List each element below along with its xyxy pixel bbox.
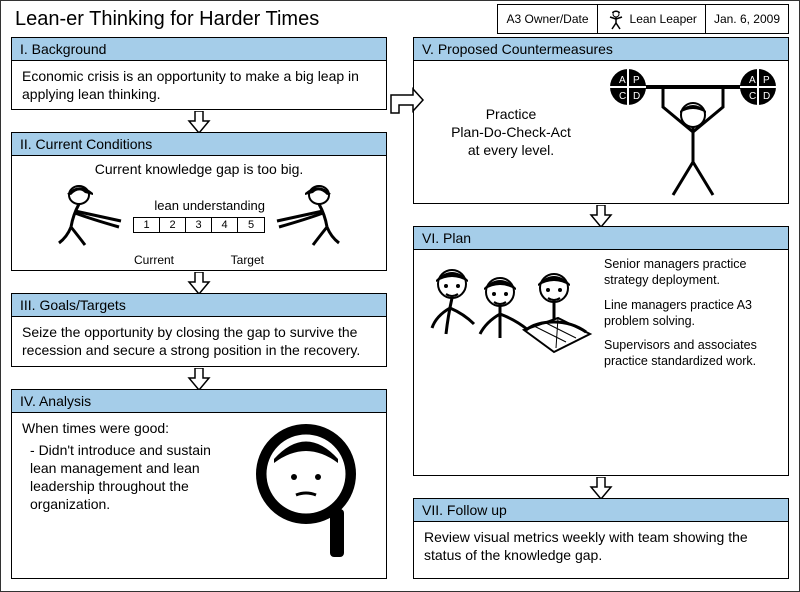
arrow-2-3 [11, 272, 387, 294]
plan-p3: Supervisors and associates practice stan… [604, 337, 778, 370]
ruler-target-label: Target [231, 253, 264, 269]
panel-analysis-header: IV. Analysis [12, 390, 386, 413]
pdca-c2: C [749, 91, 756, 102]
panel-current-conditions-body: Current knowledge gap is too big. lean u… [12, 156, 386, 270]
lean-leaper-icon [606, 8, 626, 30]
meta-date: Jan. 6, 2009 [705, 4, 789, 34]
panel-background-header: I. Background [12, 38, 386, 61]
meta-owner-label: A3 Owner/Date [497, 4, 597, 34]
cm-line3: at every level. [424, 141, 598, 159]
ruler-tick-3: 3 [186, 218, 212, 232]
arrow-1-2 [11, 111, 387, 133]
meta-owner-name: Lean Leaper [597, 4, 706, 34]
cm-line2: Plan-Do-Check-Act [424, 123, 598, 141]
pdca-p: P [633, 75, 640, 86]
meta-boxes: A3 Owner/Date Lean Leaper Jan. 6, 2009 [497, 4, 789, 34]
pdca-p2: P [763, 75, 770, 86]
panel-followup-body: Review visual metrics weekly with team s… [414, 522, 788, 578]
ruler-tick-1: 1 [134, 218, 160, 232]
panel-current-conditions: II. Current Conditions Current knowledge… [11, 132, 387, 271]
panel-countermeasures: V. Proposed Countermeasures Practice Pla… [413, 37, 789, 204]
plan-p1: Senior managers practice strategy deploy… [604, 256, 778, 289]
left-column: I. Background Economic crisis is an oppo… [11, 37, 387, 581]
panel-goals-body: Seize the opportunity by closing the gap… [12, 317, 386, 365]
panel-plan-body: Senior managers practice strategy deploy… [414, 250, 788, 402]
analysis-lead: When times were good: [22, 419, 238, 437]
panel-plan: VI. Plan [413, 226, 789, 476]
panel-plan-header: VI. Plan [414, 227, 788, 250]
cm-line1: Practice [424, 105, 598, 123]
knowledge-gap-title: Current knowledge gap is too big. [12, 160, 386, 178]
ruler-tick-4: 4 [212, 218, 238, 232]
pdca-d: D [633, 91, 640, 102]
worker-left-icon [49, 181, 129, 251]
panel-countermeasures-body: Practice Plan-Do-Check-Act at every leve… [414, 61, 788, 203]
page-header: Lean-er Thinking for Harder Times A3 Own… [1, 1, 799, 37]
column-connector-arrow [389, 85, 425, 115]
panel-current-conditions-header: II. Current Conditions [12, 133, 386, 156]
panel-countermeasures-header: V. Proposed Countermeasures [414, 38, 788, 61]
pdca-a2: A [749, 75, 756, 86]
ruler-ends: Current Target [134, 253, 264, 269]
plan-p2: Line managers practice A3 problem solvin… [604, 297, 778, 330]
ruler-tick-2: 2 [160, 218, 186, 232]
team-planning-icon [424, 256, 594, 396]
arrow-5-6 [413, 205, 789, 227]
panel-goals-header: III. Goals/Targets [12, 294, 386, 317]
right-column: V. Proposed Countermeasures Practice Pla… [413, 37, 789, 581]
ruler-current-label: Current [134, 253, 174, 269]
ruler-tick-5: 5 [238, 218, 264, 232]
pdca-d2: D [763, 91, 770, 102]
weightlifter-pdca-icon: A P C D A P C D [608, 67, 778, 197]
worker-right-icon [269, 181, 349, 251]
panel-analysis: IV. Analysis When times were good: Didn'… [11, 389, 387, 579]
panel-analysis-body: When times were good: Didn't introduce a… [12, 413, 386, 565]
magnifying-glass-person-icon [246, 419, 376, 559]
arrow-6-7 [413, 477, 789, 499]
panel-goals: III. Goals/Targets Seize the opportunity… [11, 293, 387, 366]
arrow-3-4 [11, 368, 387, 390]
ruler-scale: 1 2 3 4 5 [133, 217, 265, 233]
panel-background: I. Background Economic crisis is an oppo… [11, 37, 387, 110]
pdca-a: A [619, 75, 626, 86]
ruler-label: lean understanding [154, 198, 265, 215]
page-title: Lean-er Thinking for Harder Times [11, 8, 497, 31]
panel-followup: VII. Follow up Review visual metrics wee… [413, 498, 789, 579]
panel-background-body: Economic crisis is an opportunity to mak… [12, 61, 386, 109]
analysis-item: Didn't introduce and sustain lean manage… [30, 441, 238, 514]
pdca-c: C [619, 91, 626, 102]
panel-followup-header: VII. Follow up [414, 499, 788, 522]
meta-owner-name-text: Lean Leaper [630, 12, 697, 26]
